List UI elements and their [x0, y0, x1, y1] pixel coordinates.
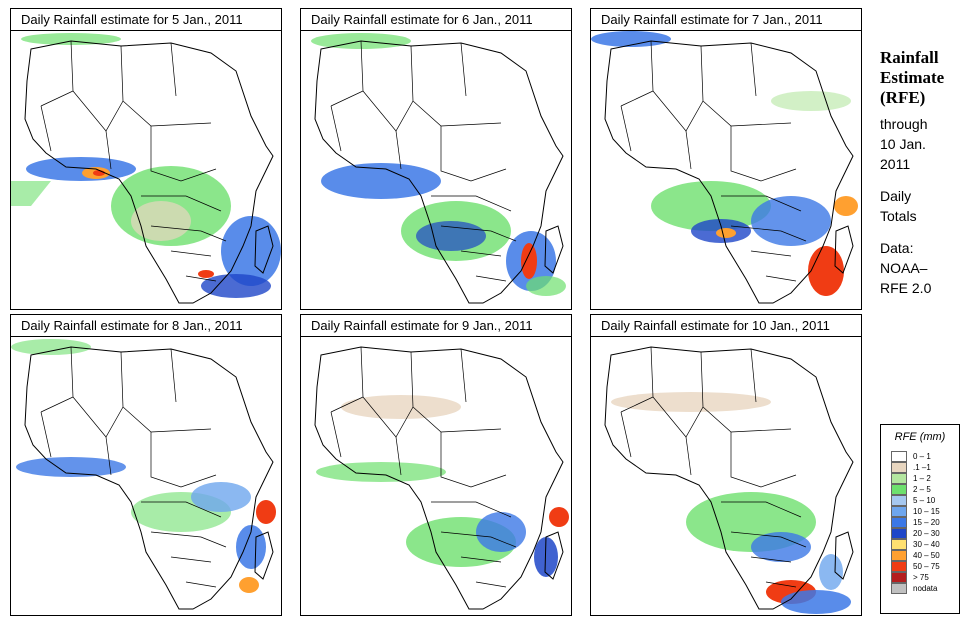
- legend-swatch: [891, 484, 907, 495]
- country-borders: [620, 346, 807, 588]
- legend-swatch: [891, 539, 907, 550]
- panel-title: Daily Rainfall estimate for 5 Jan., 2011: [11, 9, 281, 31]
- legend-label: 40 – 50: [913, 551, 940, 560]
- panel-title: Daily Rainfall estimate for 8 Jan., 2011: [11, 315, 281, 337]
- madagascar: [544, 531, 564, 580]
- map-panel-6-jan: Daily Rainfall estimate for 6 Jan., 2011: [300, 8, 572, 310]
- legend-label: nodata: [913, 584, 938, 593]
- africa-rainfall-map: [311, 33, 566, 304]
- legend-label: 1 – 2: [913, 474, 931, 483]
- country-borders: [330, 40, 517, 282]
- country-borders: [40, 346, 227, 588]
- coastline: [604, 40, 854, 304]
- legend-label: 5 – 10: [913, 496, 936, 505]
- legend-label: 15 – 20: [913, 518, 940, 527]
- rainfall-overlay: [311, 33, 566, 296]
- legend-swatch: [891, 517, 907, 528]
- africa-rainfall-map: [591, 31, 858, 304]
- africa-rainfall-map: [11, 339, 276, 610]
- data-source-line: RFE 2.0: [880, 280, 932, 296]
- through-date-line: 10 Jan.: [880, 136, 926, 152]
- madagascar: [834, 225, 854, 274]
- legend-swatch: [891, 473, 907, 484]
- side-info: Rainfall Estimate (RFE) through 10 Jan. …: [880, 48, 965, 298]
- data-source-line: NOAA–: [880, 260, 928, 276]
- rainfall-overlay: [11, 33, 281, 298]
- legend-swatch: [891, 451, 907, 462]
- coastline: [24, 40, 274, 304]
- panel-title: Daily Rainfall estimate for 7 Jan., 2011: [591, 9, 861, 31]
- legend-swatch: [891, 572, 907, 583]
- madagascar: [834, 531, 854, 580]
- legend-swatch: [891, 506, 907, 517]
- legend-label: 10 – 15: [913, 507, 940, 516]
- africa-rainfall-map: [604, 346, 854, 614]
- africa-rainfall-map: [314, 346, 569, 610]
- legend-swatch: [891, 550, 907, 561]
- legend-swatch: [891, 462, 907, 473]
- country-borders: [620, 40, 807, 282]
- legend-title: RFE (mm): [894, 431, 946, 443]
- map-panel-9-jan: Daily Rainfall estimate for 9 Jan., 2011: [300, 314, 572, 616]
- madagascar: [254, 531, 274, 580]
- legend-label: .1 –1: [913, 463, 931, 472]
- map-panel-7-jan: Daily Rainfall estimate for 7 Jan., 2011: [590, 8, 862, 310]
- map-panel-10-jan: Daily Rainfall estimate for 10 Jan., 201…: [590, 314, 862, 616]
- panel-title: Daily Rainfall estimate for 10 Jan., 201…: [591, 315, 861, 337]
- legend-label: 30 – 40: [913, 540, 940, 549]
- coastline: [604, 346, 854, 610]
- rfe-legend: RFE (mm) 0 – 1 .1 –1 1 – 2 2 – 5 5 – 10 …: [880, 424, 960, 614]
- country-borders: [40, 40, 227, 282]
- side-title-line: Rainfall: [880, 48, 939, 67]
- map-panel-5-jan: Daily Rainfall estimate for 5 Jan., 2011: [10, 8, 282, 310]
- panel-title: Daily Rainfall estimate for 6 Jan., 2011: [301, 9, 571, 31]
- madagascar: [544, 225, 564, 274]
- totals-line: Totals: [880, 208, 917, 224]
- legend-label: 50 – 75: [913, 562, 940, 571]
- legend-label: 2 – 5: [913, 485, 931, 494]
- side-title-line: Estimate: [880, 68, 945, 87]
- panel-title: Daily Rainfall estimate for 9 Jan., 2011: [301, 315, 571, 337]
- coastline: [314, 346, 564, 610]
- map-panel-8-jan: Daily Rainfall estimate for 8 Jan., 2011: [10, 314, 282, 616]
- totals-line: Daily: [880, 188, 912, 204]
- country-borders: [330, 346, 517, 588]
- legend-swatch: [891, 583, 907, 594]
- side-title-line: (RFE): [880, 88, 926, 107]
- through-date-line: 2011: [880, 156, 911, 172]
- legend-label: > 75: [913, 573, 929, 582]
- rainfall-overlay: [611, 392, 851, 614]
- through-label: through: [880, 116, 928, 132]
- legend-swatch: [891, 495, 907, 506]
- legend-swatch: [891, 528, 907, 539]
- coastline: [24, 346, 274, 610]
- coastline: [314, 40, 564, 304]
- legend-label: 0 – 1: [913, 452, 931, 461]
- rainfall-overlay: [316, 395, 569, 577]
- madagascar: [254, 225, 274, 274]
- legend-swatch: [891, 561, 907, 572]
- legend-label: 20 – 30: [913, 529, 940, 538]
- africa-rainfall-map: [11, 33, 281, 304]
- data-label: Data:: [880, 240, 914, 256]
